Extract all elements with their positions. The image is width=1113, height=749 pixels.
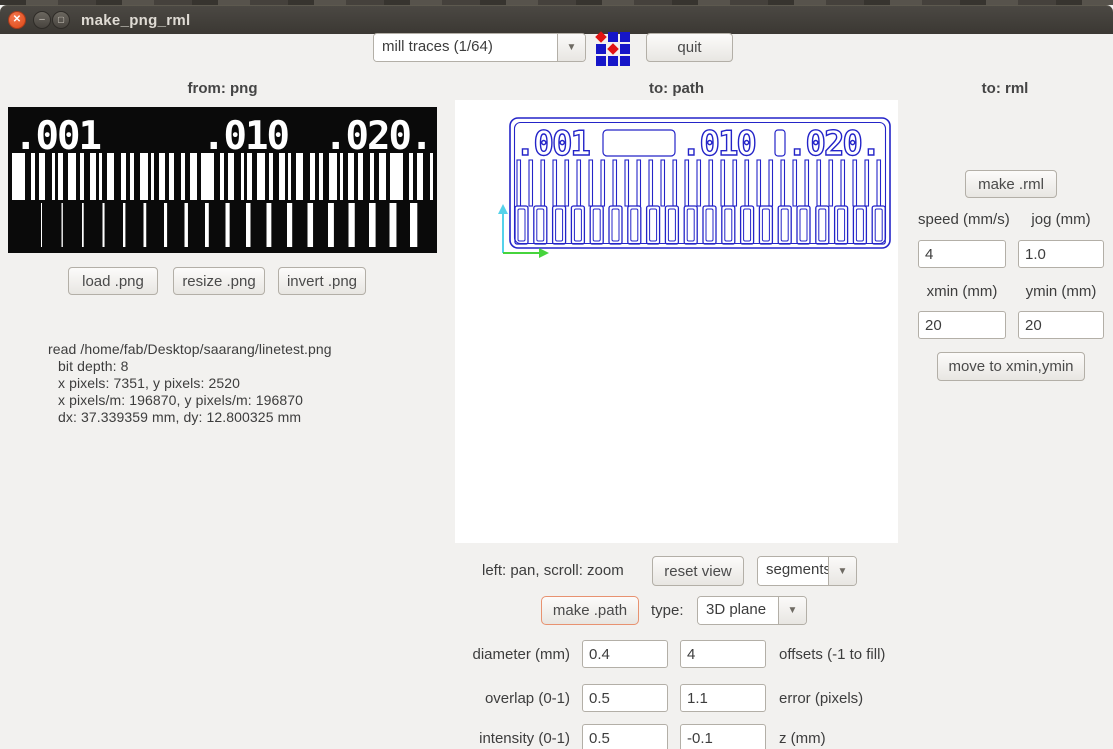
intensity-input[interactable]	[582, 724, 668, 749]
z-label: z (mm)	[779, 730, 826, 747]
fab-modules-logo-icon	[595, 31, 630, 66]
display-mode-value: segments	[758, 557, 828, 585]
jog-label: jog (mm)	[1031, 211, 1091, 228]
maximize-icon[interactable]: ▢	[52, 11, 70, 29]
png-info-bit-depth: bit depth: 8	[58, 358, 129, 374]
path-type-value: 3D plane	[698, 597, 778, 624]
png-preview-image: .001 .010 .020.	[8, 107, 437, 253]
reset-view-button[interactable]: reset view	[652, 556, 744, 586]
z-input[interactable]	[680, 724, 766, 749]
overlap-input[interactable]	[582, 684, 668, 712]
png-info-pixels-per-m: x pixels/m: 196870, y pixels/m: 196870	[58, 392, 304, 408]
type-label: type:	[651, 602, 684, 619]
svg-text:.020.: .020.	[787, 124, 879, 164]
path-view-canvas[interactable]: .001 .010 .020.	[455, 100, 898, 543]
xmin-input[interactable]	[918, 311, 1006, 339]
overlap-label: overlap (0-1)	[484, 690, 570, 707]
svg-text:.010: .010	[681, 124, 755, 164]
process-select[interactable]: mill traces (1/64) ▼	[373, 33, 586, 62]
jog-input[interactable]	[1018, 240, 1104, 268]
load-png-button[interactable]: load .png	[68, 267, 158, 295]
titlebar: ✕ – ▢ make_png_rml	[0, 5, 1113, 34]
chevron-down-icon[interactable]: ▼	[828, 557, 856, 585]
invert-png-button[interactable]: invert .png	[278, 267, 366, 295]
png-linewidth-band	[41, 203, 418, 247]
speed-label: speed (mm/s)	[918, 211, 1010, 228]
window-title: make_png_rml	[81, 12, 191, 29]
png-column-header: from: png	[187, 80, 258, 97]
png-barcode-band	[12, 153, 433, 200]
offsets-input[interactable]	[680, 640, 766, 668]
intensity-label: intensity (0-1)	[479, 730, 570, 747]
ymin-label: ymin (mm)	[1025, 283, 1097, 300]
svg-text:.020.: .020.	[324, 114, 431, 159]
diameter-input[interactable]	[582, 640, 668, 668]
png-info-pixels: x pixels: 7351, y pixels: 2520	[58, 375, 240, 391]
speed-input[interactable]	[918, 240, 1006, 268]
rml-column-header: to: rml	[981, 80, 1029, 97]
path-barcode-band	[516, 159, 882, 207]
ymin-input[interactable]	[1018, 311, 1104, 339]
path-keys-band	[514, 205, 886, 245]
svg-text:.010: .010	[202, 114, 288, 159]
minimize-icon[interactable]: –	[33, 11, 51, 29]
path-preview-drawing: .001 .010 .020.	[498, 117, 891, 258]
path-column-header: to: path	[649, 80, 704, 97]
diameter-label: diameter (mm)	[472, 646, 570, 663]
png-info-dimensions: dx: 37.339359 mm, dy: 12.800325 mm	[58, 409, 302, 425]
chevron-down-icon[interactable]: ▼	[557, 34, 585, 61]
xmin-label: xmin (mm)	[926, 283, 998, 300]
screen-edge-strip	[0, 0, 1113, 5]
resize-png-button[interactable]: resize .png	[173, 267, 265, 295]
pan-zoom-hint: left: pan, scroll: zoom	[482, 562, 624, 579]
chevron-down-icon[interactable]: ▼	[778, 597, 806, 624]
svg-text:.001: .001	[515, 124, 589, 164]
error-label: error (pixels)	[779, 690, 864, 707]
svg-text:.001: .001	[14, 114, 100, 159]
make-rml-button[interactable]: make .rml	[965, 170, 1057, 198]
close-icon[interactable]: ✕	[8, 11, 26, 29]
png-info-read-path: read /home/fab/Desktop/saarang/linetest.…	[48, 341, 332, 357]
path-type-select[interactable]: 3D plane ▼	[697, 596, 807, 625]
process-select-value: mill traces (1/64)	[374, 34, 557, 61]
make-path-button[interactable]: make .path	[541, 596, 639, 625]
quit-button[interactable]: quit	[646, 33, 733, 62]
path-text-gap-boxes	[602, 129, 786, 157]
error-input[interactable]	[680, 684, 766, 712]
display-mode-select[interactable]: segments ▼	[757, 556, 857, 586]
origin-y-axis-arrow	[498, 204, 508, 253]
offsets-label: offsets (-1 to fill)	[779, 646, 886, 663]
origin-x-axis-arrow	[503, 248, 549, 258]
move-to-xmin-ymin-button[interactable]: move to xmin,ymin	[937, 352, 1085, 381]
